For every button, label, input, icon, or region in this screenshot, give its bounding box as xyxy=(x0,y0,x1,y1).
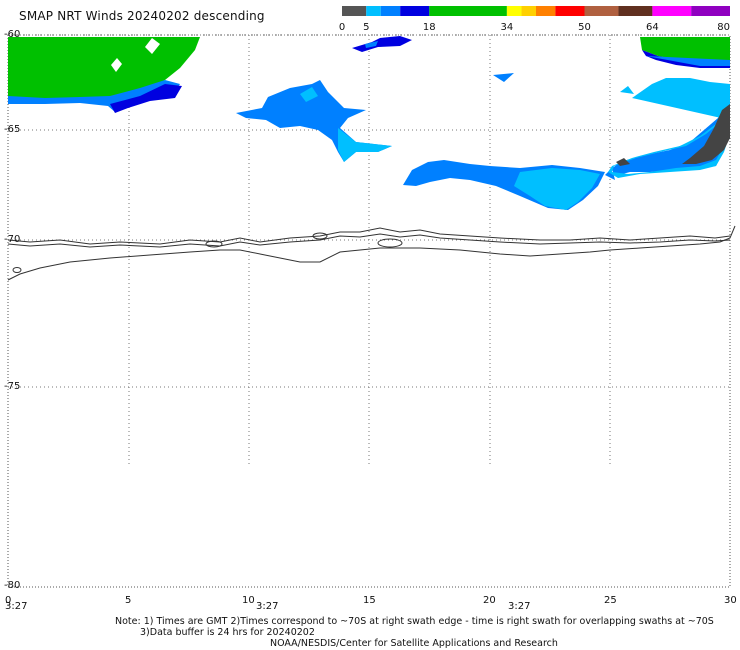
antarctic-coastline xyxy=(7,225,736,281)
note-line-3: NOAA/NESDIS/Center for Satellite Applica… xyxy=(270,638,558,649)
swath-time-label: 3:27 xyxy=(508,601,531,612)
swath-darkblue-west xyxy=(110,84,182,113)
gridlines xyxy=(8,34,730,465)
coast-island xyxy=(205,240,223,248)
colorbar-segment xyxy=(691,6,730,16)
coast-island xyxy=(377,238,403,248)
colorbar-segment xyxy=(652,6,692,16)
colorbar-segment xyxy=(555,6,585,16)
swath-speck xyxy=(493,73,514,82)
swath-lightblue-east xyxy=(608,78,730,178)
swath-blue-east xyxy=(605,56,730,180)
wind-speed-colorbar: 0 5 18 34 50 64 80 xyxy=(339,6,730,33)
y-tick-label: -75 xyxy=(4,381,21,392)
colorbar-label: 0 xyxy=(339,22,345,33)
map-title: SMAP NRT Winds 20240202 descending xyxy=(19,9,265,23)
swath-lightblue-speck xyxy=(620,86,634,94)
coast-island xyxy=(12,267,22,273)
colorbar-segment xyxy=(521,6,536,16)
note-line-2: 3)Data buffer is 24 hrs for 20240202 xyxy=(140,627,315,638)
swath-gap xyxy=(111,58,122,72)
x-tick-label: 10 xyxy=(242,595,255,606)
colorbar-segment xyxy=(380,6,401,16)
colorbar-label: 80 xyxy=(717,22,730,33)
swath-lightblue-middle xyxy=(514,168,600,210)
note-line-1: Note: 1) Times are GMT 2)Times correspon… xyxy=(115,616,714,627)
swath-gray-speck xyxy=(616,158,630,166)
colorbar-label: 5 xyxy=(363,22,369,33)
colorbar-label: 34 xyxy=(501,22,514,33)
wind-swaths xyxy=(8,36,730,210)
colorbar-segment xyxy=(429,6,507,16)
y-tick-label: -80 xyxy=(4,580,21,591)
swath-blue-center xyxy=(365,41,378,48)
swath-green-east xyxy=(640,37,730,62)
colorbar-label: 18 xyxy=(423,22,436,33)
colorbar-label: 50 xyxy=(578,22,591,33)
x-tick-label: 25 xyxy=(604,595,617,606)
x-tick-label: 20 xyxy=(483,595,496,606)
colorbar-segment xyxy=(584,6,619,16)
colorbar-segment xyxy=(342,6,367,16)
colorbar-segment xyxy=(366,6,381,16)
y-tick-label: -60 xyxy=(4,29,21,40)
swath-darkblue-center xyxy=(352,36,412,52)
y-tick-label: -65 xyxy=(4,124,21,135)
colorbar-segment xyxy=(400,6,430,16)
y-tick-label: -70 xyxy=(4,234,21,245)
colorbar-segment xyxy=(506,6,522,16)
colorbar-label: 64 xyxy=(646,22,659,33)
swath-time-label: 3:27 xyxy=(5,601,28,612)
swath-lightblue-center-west xyxy=(338,128,392,162)
swath-gap xyxy=(145,38,160,54)
x-tick-label: 30 xyxy=(724,595,737,606)
swath-lightblue-spot xyxy=(300,87,318,102)
swath-gray-east xyxy=(682,104,730,164)
coast-island xyxy=(312,232,328,240)
swath-time-label: 3:27 xyxy=(256,601,279,612)
x-tick-label: 5 xyxy=(125,595,132,606)
x-tick-label: 0 xyxy=(5,595,12,606)
x-tick-label: 15 xyxy=(363,595,376,606)
colorbar-segment xyxy=(618,6,653,16)
colorbar-segment xyxy=(536,6,556,16)
